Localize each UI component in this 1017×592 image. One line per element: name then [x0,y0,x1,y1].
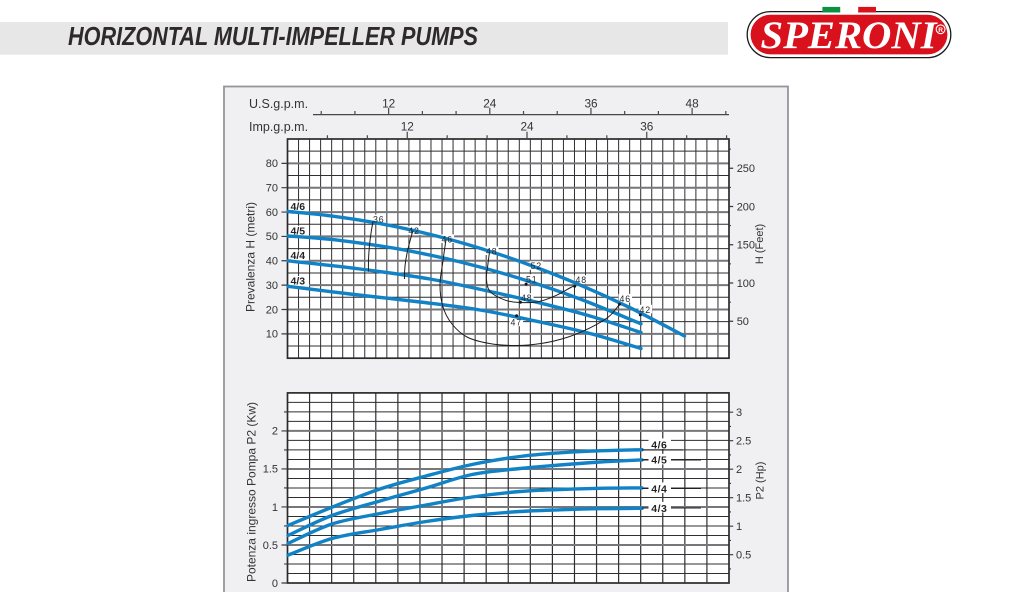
svg-text:SPERONI: SPERONI [761,14,939,57]
svg-text:50: 50 [737,316,749,328]
svg-text:100: 100 [737,278,755,290]
svg-text:150: 150 [737,240,755,252]
svg-text:Prevalenza H (metri): Prevalenza H (metri) [244,202,258,312]
svg-text:Imp.g.p.m.: Imp.g.p.m. [249,120,308,134]
svg-text:P2 (Hp): P2 (Hp) [755,462,767,500]
svg-text:4/4: 4/4 [291,250,306,262]
svg-text:48: 48 [486,246,498,256]
svg-text:24: 24 [483,96,497,110]
svg-text:4/5: 4/5 [651,455,667,467]
svg-text:30: 30 [266,280,278,292]
svg-text:70: 70 [266,183,278,195]
svg-text:U.S.g.p.m.: U.S.g.p.m. [249,97,308,111]
svg-text:42: 42 [408,226,420,236]
svg-text:52: 52 [531,261,543,271]
svg-text:4/4: 4/4 [651,483,667,495]
svg-text:20: 20 [266,304,278,316]
svg-text:80: 80 [266,158,278,170]
svg-text:4/3: 4/3 [291,276,306,288]
svg-text:36: 36 [584,96,598,110]
svg-text:10: 10 [266,329,278,341]
svg-text:50: 50 [266,231,278,243]
svg-text:1.5: 1.5 [263,464,278,476]
svg-text:4/6: 4/6 [651,439,667,451]
svg-text:24: 24 [520,120,534,134]
svg-text:36: 36 [373,215,385,225]
svg-text:2.5: 2.5 [736,436,751,448]
svg-text:48: 48 [686,96,700,110]
svg-text:200: 200 [737,201,755,213]
svg-text:250: 250 [737,163,755,175]
svg-text:4/6: 4/6 [291,201,306,213]
svg-text:1: 1 [272,502,278,514]
svg-text:4/5: 4/5 [291,225,306,237]
svg-text:60: 60 [266,207,278,219]
svg-text:Potenza ingresso Pompa P2 (Kw): Potenza ingresso Pompa P2 (Kw) [245,402,259,582]
svg-text:51: 51 [526,274,538,284]
svg-text:48: 48 [521,293,533,303]
svg-text:1.5: 1.5 [736,493,751,505]
svg-text:46: 46 [620,294,632,304]
svg-text:HORIZONTAL MULTI-IMPELLER PUMP: HORIZONTAL MULTI-IMPELLER PUMPS [68,21,479,51]
svg-text:48: 48 [576,275,588,285]
svg-text:3: 3 [736,407,742,419]
svg-text:1: 1 [736,521,742,533]
svg-text:36: 36 [640,120,654,134]
svg-text:2: 2 [272,426,278,438]
svg-text:0.5: 0.5 [263,540,278,552]
svg-text:R: R [938,27,943,34]
svg-text:0.5: 0.5 [736,550,751,562]
svg-text:4/3: 4/3 [651,503,667,515]
svg-text:12: 12 [382,96,395,110]
svg-text:42: 42 [640,305,652,315]
svg-text:2: 2 [736,464,742,476]
svg-text:12: 12 [401,120,414,134]
svg-text:47: 47 [511,318,523,328]
svg-text:46: 46 [442,234,454,244]
svg-text:40: 40 [266,256,278,268]
svg-text:H (Feet): H (Feet) [754,224,766,264]
svg-text:0: 0 [272,578,278,590]
